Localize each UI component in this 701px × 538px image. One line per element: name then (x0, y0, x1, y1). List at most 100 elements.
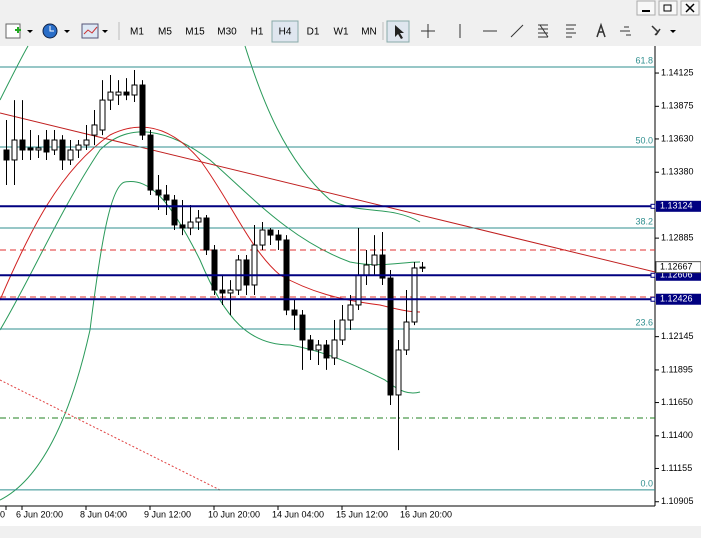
y-tick-label: 1.12145 (661, 331, 694, 341)
price-chart: 61.8 50.0 38.2 23.6 0.0 1.14125 1.13875 1.13630… (0, 45, 701, 519)
candle-body (267, 229, 274, 236)
candle-body (139, 84, 146, 136)
trend-line (0, 112, 656, 273)
y-tick-label: 1.11895 (661, 364, 693, 374)
fib-label: 38.2 (635, 216, 653, 226)
candle-body (195, 217, 202, 223)
chart-area (0, 46, 701, 526)
restore-icon (663, 4, 672, 12)
candle-body (91, 124, 98, 136)
price-label-box (656, 200, 701, 212)
timeframe-bar: M1 M5 M15 M30 H1 H4 D1 W1 MN (124, 20, 382, 43)
candle-body (387, 277, 394, 396)
candle-body (347, 304, 354, 321)
label-tool[interactable] (620, 26, 631, 36)
indicator-line (0, 131, 421, 331)
template-icon (83, 26, 98, 35)
dropdown-arrow (670, 30, 676, 33)
bid-label-box (655, 261, 701, 274)
indicator-line (0, 126, 421, 313)
timeframe-button[interactable] (271, 20, 299, 43)
candle-body (323, 344, 330, 359)
arrow-tool[interactable] (651, 25, 661, 36)
y-tick-label: 1.11155 (661, 463, 692, 473)
candle-body (67, 149, 74, 161)
text-tool[interactable] (596, 22, 606, 38)
x-tick-label: 10 Jun 20:00 (208, 509, 260, 519)
candle-body (379, 254, 386, 279)
timeframe-button[interactable] (244, 21, 270, 42)
fibonacci-tool[interactable] (566, 24, 576, 38)
x-tick-label: 14 Jun 04:00 (272, 509, 324, 519)
candle-body (307, 339, 314, 351)
candle-body (11, 139, 18, 161)
timeframe-label: M15 (185, 27, 205, 38)
price-marker (650, 296, 656, 302)
window-buttons (636, 0, 700, 16)
y-tick-label: 1.12885 (661, 233, 694, 243)
candle-body (299, 314, 306, 341)
timeframe-button[interactable] (300, 21, 326, 42)
x-tick-label: 16 Jun 20:00 (400, 509, 452, 519)
timeframe-label: M1 (130, 27, 144, 38)
y-tick-label: 1.10905 (661, 496, 694, 506)
timeframe-button[interactable] (356, 21, 382, 42)
candle-body (371, 254, 378, 266)
toolbar-icons (5, 22, 120, 40)
candle-body (315, 344, 322, 351)
candle-body (107, 91, 114, 101)
dropdown-arrow (64, 30, 70, 33)
cursor-icon (395, 25, 404, 39)
candle-body (171, 199, 178, 226)
dropdown-arrow (27, 30, 33, 33)
candle-body (83, 139, 90, 146)
candle-body (291, 309, 298, 316)
candle-body (155, 189, 162, 196)
candle-body (339, 319, 346, 341)
timeframe-button[interactable] (328, 21, 354, 42)
trendline-tool[interactable] (510, 24, 524, 38)
timeframe-label: M5 (158, 27, 172, 38)
timeframe-label: D1 (307, 27, 320, 38)
trend-line (0, 379, 221, 491)
plus-icon (15, 27, 21, 33)
x-tick-label: 9 Jun 12:00 (144, 509, 191, 519)
candle-body (259, 229, 266, 246)
price-marker (650, 272, 656, 278)
candle-body (19, 139, 26, 151)
price-label: 1.13124 (660, 201, 693, 211)
candle-body (123, 91, 130, 96)
timeframe-button[interactable] (180, 21, 210, 42)
candle-body (59, 139, 66, 161)
candle-body (51, 139, 58, 151)
candle-body (203, 217, 210, 251)
y-tick-label: 1.11400 (661, 430, 693, 440)
timeframe-button[interactable] (152, 21, 178, 42)
timeframe-button[interactable] (124, 21, 150, 42)
candle-body (179, 224, 186, 229)
candle-body (163, 194, 170, 201)
crosshair-tool[interactable] (421, 24, 435, 38)
title-strip (0, 0, 701, 17)
restore-button[interactable] (658, 0, 678, 16)
fib-label: 50.0 (635, 135, 653, 145)
clock-hands (49, 26, 54, 32)
channel-tool[interactable] (538, 24, 549, 38)
drawing-tools (382, 20, 676, 43)
price-label: 1.12606 (660, 270, 693, 280)
candle-body (131, 84, 138, 96)
minimize-button[interactable] (636, 0, 656, 16)
indicator-line (0, 45, 29, 101)
close-icon (685, 3, 695, 13)
y-tick-label: 1.13875 (661, 101, 694, 111)
fib-label: 61.8 (635, 55, 653, 65)
candle-body (43, 139, 50, 153)
candle-body (227, 289, 234, 294)
candle-body (395, 349, 402, 396)
y-tick-label: 1.11650 (661, 397, 693, 407)
price-label: 1.12426 (660, 294, 693, 304)
candle-body (187, 221, 194, 229)
timeframe-button[interactable] (212, 21, 242, 42)
bid-label: 1.12667 (660, 262, 693, 272)
